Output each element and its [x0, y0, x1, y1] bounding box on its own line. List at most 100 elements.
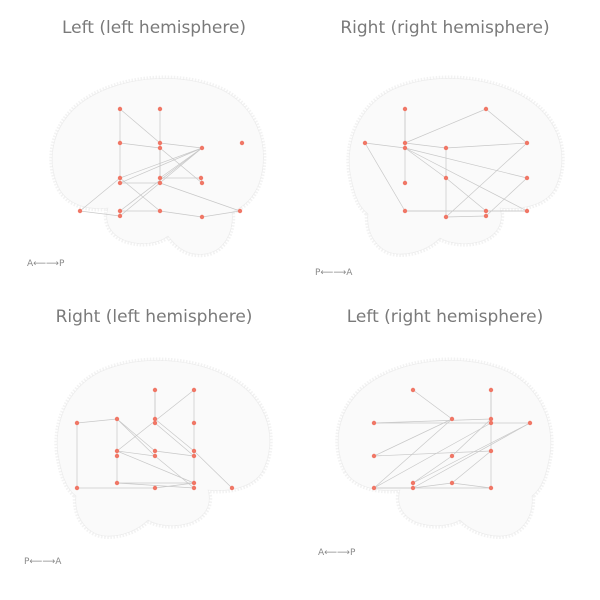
edge-br-3 [373, 418, 492, 424]
node-tr-10 [402, 208, 408, 214]
edge-br-11 [412, 422, 531, 489]
panel-title-br: Left (right hemisphere) [346, 307, 544, 327]
connectivity-edges [76, 108, 531, 489]
edge-tr-12 [445, 142, 528, 218]
edge-bl-20 [154, 482, 195, 489]
edge-tr-3 [485, 108, 528, 144]
edge-tr-6 [404, 142, 447, 149]
node-tl-18 [199, 214, 205, 220]
edge-tr-14 [445, 177, 487, 212]
edge-tr-4 [364, 142, 406, 149]
node-tr-6 [524, 140, 530, 146]
node-br-9 [488, 448, 494, 454]
node-tl-12 [199, 180, 205, 186]
node-br-10 [371, 485, 377, 491]
node-tl-5 [199, 145, 205, 151]
edge-bl-7 [116, 418, 156, 457]
panel-title-tl: Left (left hemisphere) [61, 18, 247, 38]
node-bl-1 [191, 387, 197, 393]
edge-tr-15 [485, 177, 528, 217]
node-bl-2 [74, 420, 80, 426]
node-bl-14 [114, 480, 120, 486]
orientation-label-bl: P⟵⟶A [24, 557, 62, 567]
edge-tl-22 [159, 210, 203, 218]
node-tr-2 [362, 140, 368, 146]
node-br-4 [488, 416, 494, 422]
node-br-7 [371, 453, 377, 459]
node-tl-3 [157, 140, 163, 146]
node-bl-12 [191, 453, 197, 459]
node-tl-8 [157, 175, 163, 181]
orientation-label-br: A⟵⟶P [318, 548, 356, 558]
node-br-8 [449, 453, 455, 459]
node-tl-6 [239, 140, 245, 146]
node-tl-1 [157, 106, 163, 112]
brain-surface-tr [349, 78, 563, 255]
edge-bl-11 [116, 450, 156, 457]
node-br-3 [449, 416, 455, 422]
node-tr-1 [483, 106, 489, 112]
node-bl-9 [152, 448, 158, 454]
node-bl-6 [191, 420, 197, 426]
edge-tl-9 [119, 147, 203, 184]
node-tl-4 [157, 145, 163, 151]
node-tr-5 [443, 145, 449, 151]
edge-tl-5 [159, 142, 203, 149]
brain-surface-tl [51, 78, 264, 255]
node-bl-4 [152, 416, 158, 422]
edge-tl-3 [119, 142, 161, 149]
edge-bl-16 [193, 450, 233, 489]
node-tr-11 [443, 214, 449, 220]
brain-surface-br [337, 360, 551, 537]
node-br-2 [371, 420, 377, 426]
node-tr-0 [402, 106, 408, 112]
node-tl-13 [77, 208, 83, 214]
node-tr-14 [483, 213, 489, 219]
node-br-6 [527, 420, 533, 426]
node-br-5 [488, 420, 494, 426]
node-bl-3 [114, 416, 120, 422]
node-tl-0 [117, 106, 123, 112]
node-bl-17 [191, 485, 197, 491]
node-tl-15 [157, 208, 163, 214]
node-bl-11 [191, 448, 197, 454]
edge-bl-6 [116, 418, 156, 452]
brain-outlines [49, 75, 565, 540]
node-tr-9 [524, 175, 530, 181]
edge-br-14 [451, 450, 492, 484]
edge-br-12 [373, 450, 492, 457]
connectivity-nodes [74, 106, 533, 491]
orientation-label-tr: P⟵⟶A [315, 268, 353, 278]
panel-title-tr: Right (right hemisphere) [340, 18, 550, 38]
edge-br-18 [451, 482, 492, 489]
node-br-12 [410, 485, 416, 491]
edge-br-6 [373, 418, 453, 489]
node-tl-11 [157, 180, 163, 186]
node-tr-12 [483, 208, 489, 214]
edge-tl-1 [119, 108, 161, 144]
node-bl-18 [229, 485, 235, 491]
node-tr-3 [402, 140, 408, 146]
node-br-0 [410, 387, 416, 393]
node-tl-14 [117, 208, 123, 214]
node-bl-5 [152, 420, 158, 426]
node-tl-16 [237, 208, 243, 214]
node-br-1 [488, 387, 494, 393]
edge-tr-8 [404, 147, 528, 179]
node-bl-8 [114, 453, 120, 459]
edge-tl-7 [119, 147, 203, 179]
edge-bl-14 [154, 450, 195, 457]
node-br-14 [488, 485, 494, 491]
edge-br-7 [451, 418, 492, 457]
edge-tl-23 [201, 210, 241, 218]
edge-tr-5 [364, 142, 406, 212]
edge-bl-4 [76, 418, 118, 424]
edge-br-10 [412, 422, 531, 484]
node-bl-16 [191, 480, 197, 486]
edge-bl-8 [154, 418, 195, 452]
panel-title-bl: Right (left hemisphere) [55, 307, 253, 327]
node-bl-10 [152, 453, 158, 459]
edge-tl-18 [159, 182, 241, 212]
edge-br-5 [373, 418, 453, 457]
